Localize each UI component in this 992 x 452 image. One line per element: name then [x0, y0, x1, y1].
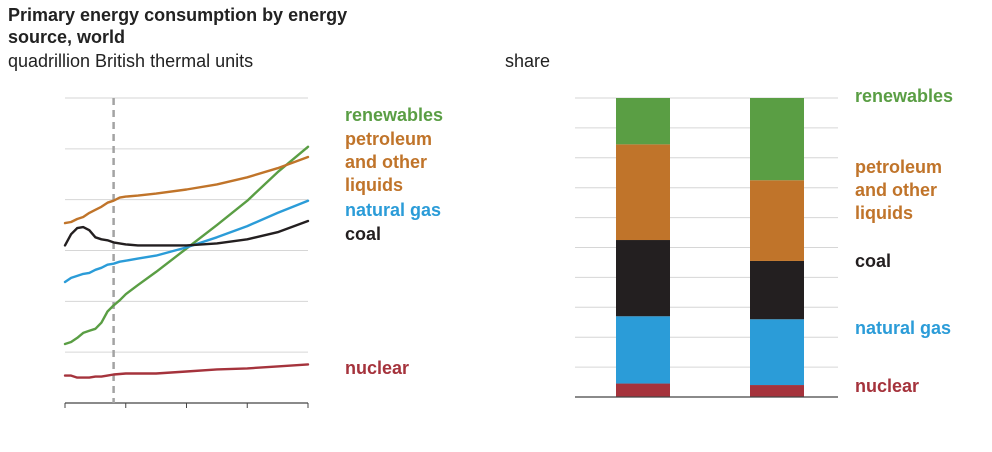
legend-nuclear: nuclear [345, 358, 410, 378]
legend-coal: coal [345, 224, 382, 244]
legend-nuclear: nuclear [855, 376, 920, 396]
bar-segment-renewables [750, 98, 804, 181]
bar-segment-renewables [616, 98, 670, 145]
bar-segment-petroleum-and-other-liquids [750, 180, 804, 261]
share-axis-label: share [505, 51, 551, 71]
bar-segment-nuclear [750, 385, 804, 397]
series-line-nuclear [63, 363, 310, 379]
legend-coal: coal [855, 251, 892, 271]
bar-segment-petroleum-and-other-liquids [616, 144, 670, 241]
series-line-natural-gas [63, 199, 310, 284]
bar-segment-coal [616, 240, 670, 317]
bar-segment-natural-gas [616, 316, 670, 384]
series-line-coal [63, 219, 310, 247]
legend-renewables: renewables [855, 86, 954, 106]
chart-title: Primary energy consumption by energy sou… [8, 5, 348, 47]
legend-petroleum: petroleum and other liquids [855, 157, 943, 223]
chart-subtitle: quadrillion British thermal units [8, 51, 254, 71]
legend-natural-gas: natural gas [855, 318, 952, 338]
bar-segment-nuclear [616, 383, 670, 397]
legend-natural-gas: natural gas [345, 200, 442, 220]
bar-segment-coal [750, 260, 804, 320]
legend-petroleum: petroleum and other liquids [345, 129, 433, 195]
series-line-petroleum-and-other-liquids [63, 155, 310, 225]
bar-segment-natural-gas [750, 319, 804, 386]
legend-renewables: renewables [345, 105, 444, 125]
series-line-renewables [63, 145, 310, 346]
